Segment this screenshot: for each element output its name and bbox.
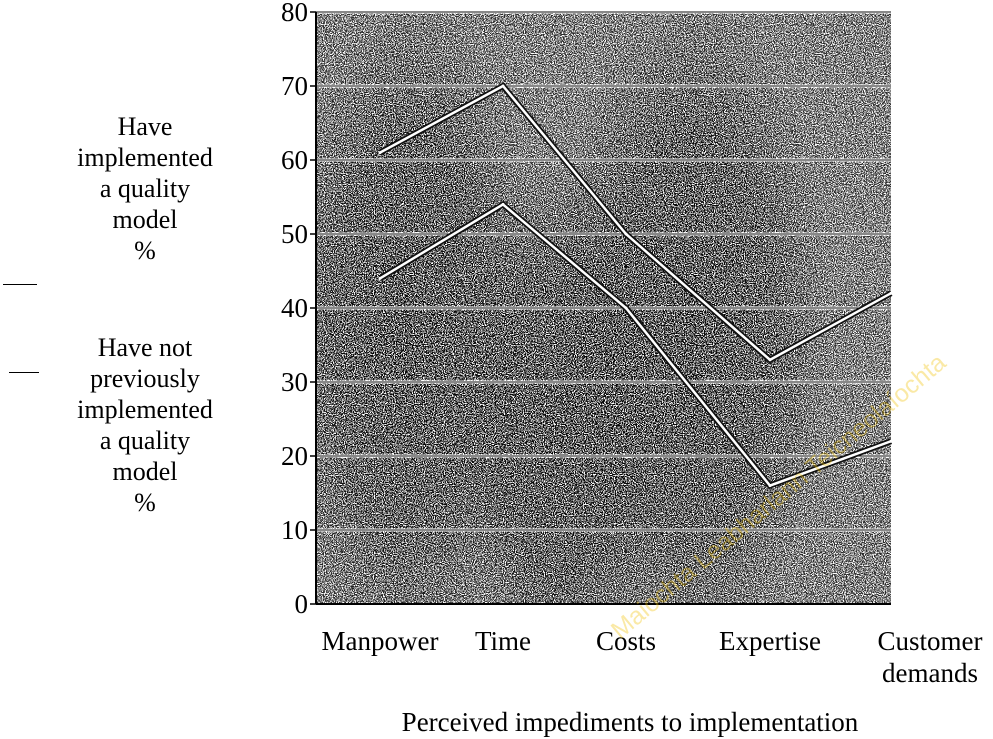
legend-label-line: Have (117, 112, 173, 141)
x-tick-label: Customer demands (878, 626, 983, 688)
y-tick-label: 40 (281, 293, 308, 323)
data-point (501, 84, 505, 88)
series-line-not-implemented (378, 200, 893, 490)
legend-marker-not-implemented (9, 372, 39, 373)
series-line-implemented (378, 82, 893, 364)
legend-label-line: model (112, 205, 178, 234)
x-tick-label: Time (475, 626, 531, 656)
x-axis-label: Perceived impediments to implementation (402, 707, 859, 737)
data-point (768, 484, 772, 488)
y-tick-label: 70 (281, 71, 308, 101)
data-point (378, 276, 382, 280)
legend-label-line: % (134, 236, 156, 265)
data-point (624, 306, 628, 310)
series-lines (378, 82, 893, 490)
x-tick-label: Expertise (719, 626, 821, 656)
legend-label-line: previously (90, 364, 200, 393)
x-tick-label: Manpower (322, 626, 439, 656)
legend-label-line: a quality (99, 174, 191, 203)
legend-label-line: % (134, 488, 156, 517)
y-tick-label: 10 (281, 515, 308, 545)
legend-entry-not-implemented: Have not previously implemented a quality mo… (40, 332, 250, 518)
y-axis-ticks: 0 10 20 30 40 50 60 70 80 (281, 0, 316, 619)
y-tick-label: 20 (281, 441, 308, 471)
y-tick-label: 50 (281, 219, 308, 249)
legend-marker-implemented (3, 284, 37, 285)
data-point (501, 202, 505, 206)
legend-label-line: Have not (97, 333, 193, 362)
legend-label-line: a quality (99, 426, 191, 455)
x-axis-ticks: Manpower Time Costs Expertise Customer demand… (322, 626, 983, 688)
y-tick-label: 80 (281, 0, 308, 27)
gridlines (316, 10, 891, 532)
y-tick-label: 30 (281, 367, 308, 397)
legend-entry-implemented: Have implemented a quality model% (40, 111, 250, 266)
y-tick-label: 0 (295, 589, 309, 619)
plot-texture (316, 12, 891, 604)
legend-label-line: implemented (77, 143, 213, 172)
data-point (768, 358, 772, 362)
y-tick-label: 60 (281, 145, 308, 175)
legend-label-line: model (112, 457, 178, 486)
data-point (889, 291, 893, 295)
x-tick-label: Costs (596, 626, 656, 656)
legend-label-line: implemented (77, 395, 213, 424)
data-point (624, 232, 628, 236)
data-point (378, 151, 382, 155)
data-point (889, 439, 893, 443)
